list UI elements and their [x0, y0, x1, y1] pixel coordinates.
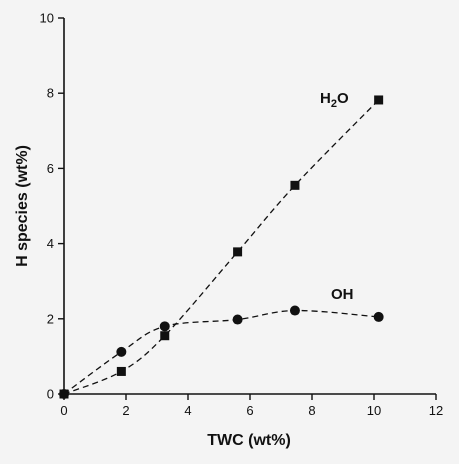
h2o-fit-curve — [63, 99, 380, 395]
y-tick-label: 6 — [47, 161, 54, 176]
oh-data-point — [116, 346, 127, 357]
x-axis-title: TWC (wt%) — [207, 432, 291, 449]
oh-data-point — [289, 305, 300, 316]
oh-data-point — [232, 314, 243, 325]
oh-data-point — [59, 389, 69, 399]
h2o-label-base: H — [320, 90, 331, 107]
y-axis-title: H species (wt%) — [14, 145, 31, 267]
y-tick-label: 10 — [40, 11, 54, 26]
x-tick-label: 0 — [60, 403, 67, 418]
x-tick-label: 6 — [246, 403, 253, 418]
y-tick-label: 4 — [47, 236, 54, 251]
h2o-label-subscript: 2 — [331, 98, 337, 110]
oh-fit-curve — [63, 309, 379, 395]
y-tick-label: 8 — [47, 86, 54, 101]
h2o-data-point — [116, 366, 126, 376]
y-tick-label: 0 — [47, 387, 54, 402]
h2o-data-point — [290, 180, 300, 190]
h2o-data-point — [374, 95, 384, 105]
h2o-data-point — [160, 331, 170, 341]
axis-ticks: 0 2 4 6 8 10 12 0 2 4 6 8 10 — [40, 11, 444, 419]
data-markers — [59, 95, 384, 399]
x-tick-label: 8 — [308, 403, 315, 418]
oh-data-point — [159, 321, 170, 332]
x-tick-label: 10 — [367, 403, 381, 418]
h2o-label-tail: O — [337, 90, 349, 107]
x-tick-label: 2 — [122, 403, 129, 418]
oh-data-point — [373, 311, 384, 322]
y-tick-label: 2 — [47, 311, 54, 326]
x-tick-label: 12 — [429, 403, 443, 418]
h2o-series-label: H2O — [320, 90, 349, 110]
oh-series-label: OH — [331, 286, 354, 303]
h2o-data-point — [233, 247, 243, 257]
fit-curves — [63, 99, 380, 395]
plot-frame — [63, 18, 436, 395]
x-tick-label: 4 — [184, 403, 191, 418]
